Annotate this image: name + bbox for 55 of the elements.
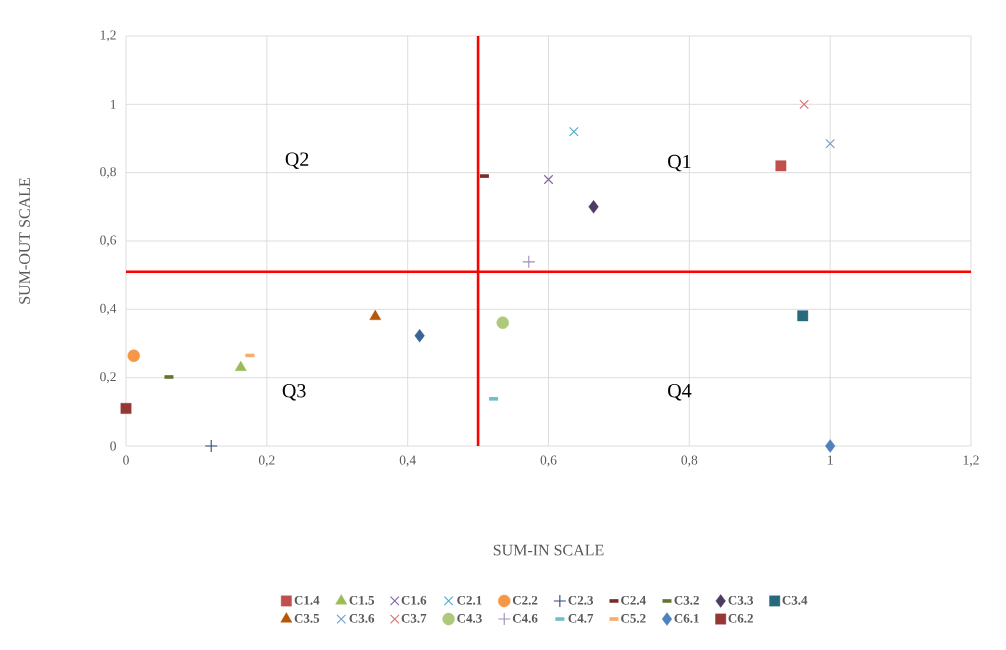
x-tick-label: 0,8 — [681, 455, 698, 467]
point — [569, 126, 579, 137]
x-tick-label: 1 — [827, 455, 833, 465]
legend-label: C4.7 — [568, 613, 594, 623]
y-tick-label: 1,2 — [100, 30, 116, 42]
y-tick-label: 0,2 — [100, 372, 116, 384]
x-tick-label: 0,6 — [540, 455, 557, 467]
y-axis-title: SUM-OUT SCALE — [19, 178, 30, 304]
annotation: Q3 — [282, 384, 306, 401]
point — [127, 349, 140, 362]
legend-label: C2.2 — [512, 595, 538, 605]
annotation: Q1 — [668, 154, 691, 172]
legend-label: C4.6 — [512, 613, 538, 623]
legend-label: C3.2 — [674, 595, 699, 605]
annotation: Q4 — [668, 384, 692, 401]
x-tick-label: 1,2 — [963, 455, 979, 467]
x-axis-title: SUM-IN SCALE — [493, 544, 604, 556]
legend-label: C1.4 — [294, 595, 320, 605]
legend-label: C3.5 — [294, 613, 320, 623]
annotation: Q2 — [285, 152, 309, 169]
legend-label: C1.6 — [401, 595, 427, 605]
point — [799, 99, 809, 110]
point — [369, 309, 382, 320]
point — [120, 403, 132, 414]
point — [204, 439, 218, 453]
legend-label: C6.2 — [728, 613, 753, 623]
point — [543, 174, 554, 185]
y-tick-label: 1 — [110, 99, 116, 109]
y-tick-label: 0 — [110, 441, 116, 451]
legend-label: C3.6 — [349, 613, 375, 623]
x-tick-label: 0,2 — [258, 455, 275, 467]
point — [825, 439, 836, 453]
x-tick-label: 0,4 — [399, 455, 416, 467]
legend-label: C5.2 — [621, 613, 646, 623]
point — [775, 160, 787, 172]
point — [588, 200, 599, 214]
legend-label: C4.3 — [457, 613, 482, 623]
point — [234, 360, 247, 371]
y-tick-label: 0,8 — [100, 167, 116, 179]
point — [797, 310, 809, 322]
legend-label: C1.5 — [349, 595, 375, 605]
y-tick-label: 0,4 — [100, 303, 117, 315]
legend-label: C3.7 — [401, 613, 427, 623]
point — [414, 328, 425, 343]
point — [522, 255, 536, 269]
point — [496, 316, 509, 329]
y-tick-label: 0,6 — [100, 235, 117, 247]
legend-label: C3.3 — [728, 595, 754, 605]
legend-label: C3.4 — [782, 595, 808, 605]
legend-label: C6.1 — [674, 613, 699, 623]
legend-label: C2.3 — [568, 595, 594, 605]
legend-label: C2.1 — [457, 595, 482, 605]
point — [825, 138, 835, 149]
legend-label: C2.4 — [621, 595, 646, 605]
x-tick-label: 0 — [123, 455, 129, 465]
